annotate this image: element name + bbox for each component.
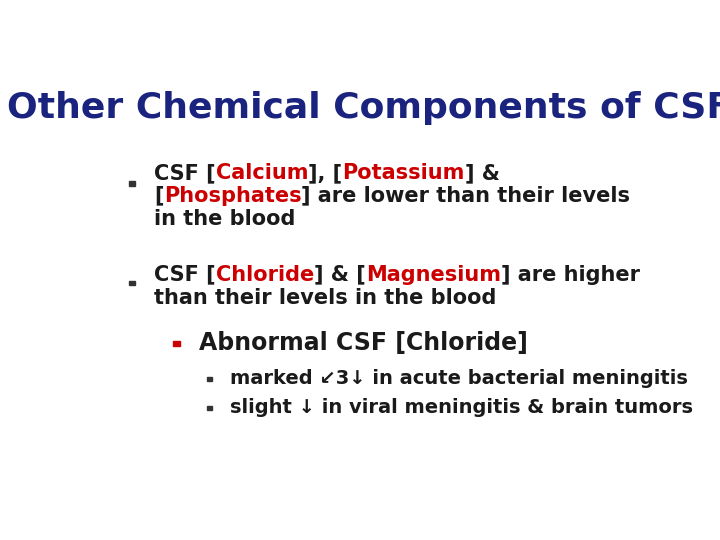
Text: ], [: ], [ [308, 163, 343, 183]
Bar [174, 341, 179, 346]
Text: Magnesium: Magnesium [366, 265, 501, 285]
Text: ] & [: ] & [ [314, 265, 366, 285]
Text: ] &: ] & [465, 163, 500, 183]
Text: Chloride: Chloride [216, 265, 314, 285]
Text: Calcium: Calcium [216, 163, 308, 183]
Text: Phosphates: Phosphates [163, 186, 301, 206]
Text: Abnormal CSF [Chloride]: Abnormal CSF [Chloride] [199, 332, 528, 355]
Bar [207, 406, 212, 410]
Text: slight ↓ in viral meningitis & brain tumors: slight ↓ in viral meningitis & brain tum… [230, 399, 693, 417]
Text: CSF [: CSF [ [154, 163, 216, 183]
Text: than their levels in the blood: than their levels in the blood [154, 288, 497, 308]
Text: Potassium: Potassium [343, 163, 465, 183]
Bar [129, 181, 135, 186]
Text: ] are lower than their levels: ] are lower than their levels [301, 186, 630, 206]
Text: CSF [: CSF [ [154, 265, 216, 285]
Text: Other Chemical Components of CSF: Other Chemical Components of CSF [7, 91, 720, 125]
Bar [207, 377, 212, 381]
Text: marked ↙3↓ in acute bacterial meningitis: marked ↙3↓ in acute bacterial meningitis [230, 369, 688, 388]
Text: in the blood: in the blood [154, 208, 295, 228]
Bar [129, 281, 135, 285]
Text: ] are higher: ] are higher [501, 265, 640, 285]
Text: [: [ [154, 186, 163, 206]
